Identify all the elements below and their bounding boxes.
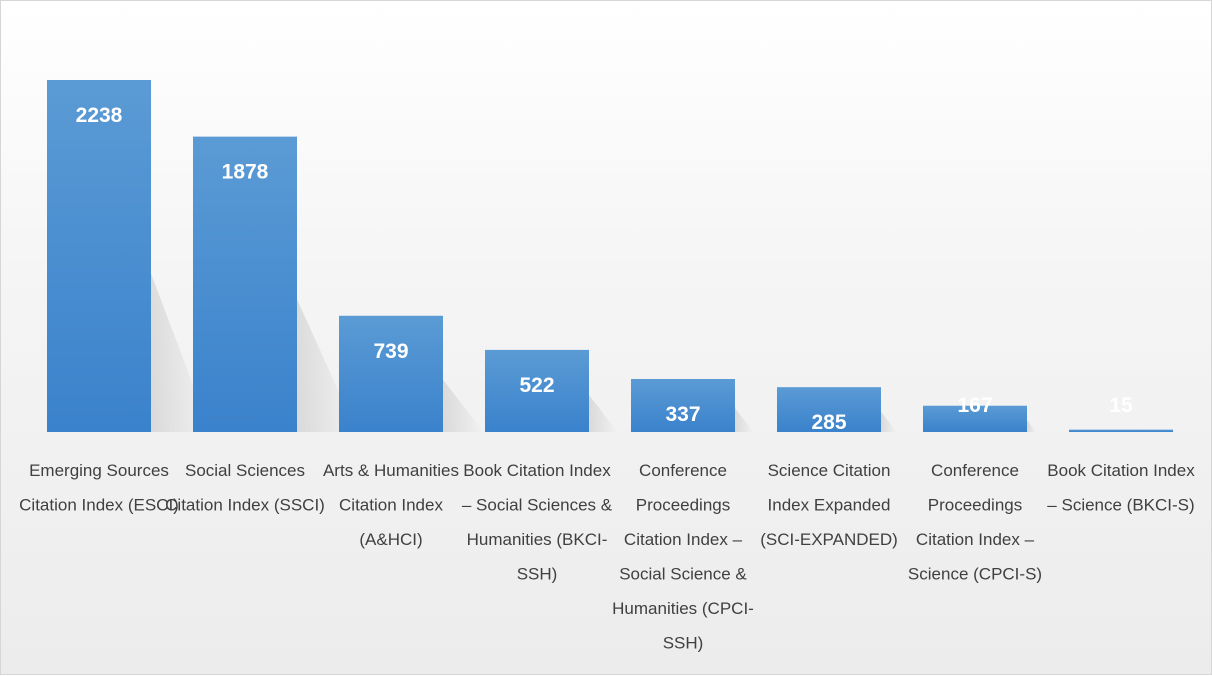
category-label-line: Science Citation <box>768 461 891 480</box>
category-label-book-citation-index-science-bkci-s: Book Citation Index – Science (BKCI-S) <box>1047 461 1195 515</box>
bar-shadows <box>151 273 1174 432</box>
category-label-line: Citation Index (ESCI) <box>19 496 179 515</box>
category-label-line: Index Expanded <box>768 496 891 515</box>
category-label-line: Citation Index <box>339 496 443 515</box>
bar-conference-proceedings-citation-index-so <box>631 378 735 432</box>
category-label-line: Emerging Sources <box>29 461 169 480</box>
category-label-line: Conference <box>639 461 727 480</box>
category-label-line: Humanities (BKCI- <box>467 530 608 549</box>
category-label-line: Citation Index (SSCI) <box>165 496 325 515</box>
category-label-line: Book Citation Index <box>1047 461 1195 480</box>
category-label-line: Humanities (CPCI- <box>612 599 754 618</box>
category-label-conference-proceedings-citation-index-sc: Conference Proceedings Citation Index – Sci… <box>908 461 1042 584</box>
value-label-science-citation-index-expanded-sci-expa: 285 <box>811 411 846 434</box>
category-label-line: SSH) <box>663 634 704 653</box>
category-label-emerging-sources-citation-index-esci: Emerging Sources Citation Index (ESCI) <box>19 461 179 515</box>
value-label-emerging-sources-citation-index-esci: 2238 <box>76 104 123 127</box>
category-label-line: (A&HCI) <box>359 530 422 549</box>
category-label-arts-humanities-citation-index-a-hci: Arts & Humanities Citation Index (A&HCI) <box>323 461 459 549</box>
bar-science-citation-index-expanded-sci-expa <box>777 387 881 432</box>
category-label-line: (SCI-EXPANDED) <box>760 530 898 549</box>
bar-shadow <box>589 395 618 432</box>
value-label-conference-proceedings-citation-index-sc: 167 <box>957 394 992 417</box>
bar-shadow <box>151 273 211 432</box>
bar-shadow <box>1027 420 1037 432</box>
bar-emerging-sources-citation-index-esci <box>47 80 151 432</box>
category-label-line: Book Citation Index <box>463 461 611 480</box>
bar-conference-proceedings-citation-index-sc <box>923 405 1027 432</box>
category-label-social-sciences-citation-index-ssci: Social Sciences Citation Index (SSCI) <box>165 461 325 515</box>
value-label-social-sciences-citation-index-ssci: 1878 <box>222 161 269 184</box>
category-label-line: Conference <box>931 461 1019 480</box>
category-label-science-citation-index-expanded-sci-expa: Science Citation Index Expanded (SCI-EXPAN… <box>760 461 898 549</box>
category-label-line: Social Sciences <box>185 461 305 480</box>
value-label-conference-proceedings-citation-index-so: 337 <box>665 403 700 426</box>
category-label-line: SSH) <box>517 565 558 584</box>
value-label-book-citation-index-social-sciences-huma: 522 <box>519 374 554 397</box>
bar-shadow <box>297 299 357 432</box>
value-label-arts-humanities-citation-index-a-hci: 739 <box>373 340 408 363</box>
category-label-book-citation-index-social-sciences-huma: Book Citation Index – Social Sciences & Hu… <box>462 461 613 584</box>
category-label-line: Arts & Humanities <box>323 461 459 480</box>
bar-shadow <box>1173 430 1174 432</box>
category-label-line: Social Science & <box>619 565 747 584</box>
bar-arts-humanities-citation-index-a-hci <box>339 315 443 432</box>
category-label-line: Proceedings <box>636 496 731 515</box>
bar-book-citation-index-social-sciences-huma <box>485 349 589 432</box>
bar-shadow <box>881 411 897 432</box>
category-label-line: – Social Sciences & <box>462 496 613 515</box>
category-label-line: Proceedings <box>928 496 1023 515</box>
category-label-line: Citation Index – <box>624 530 743 549</box>
bars-group <box>47 80 1173 432</box>
bar-social-sciences-citation-index-ssci <box>193 136 297 432</box>
bar-shadow <box>443 379 484 432</box>
category-label-line: Science (CPCI-S) <box>908 565 1042 584</box>
category-label-conference-proceedings-citation-index-so: Conference Proceedings Citation Index – Soc… <box>612 461 754 653</box>
category-label-line: – Science (BKCI-S) <box>1047 496 1194 515</box>
category-label-line: Citation Index – <box>916 530 1035 549</box>
bar-book-citation-index-science-bkci-s <box>1069 429 1173 432</box>
bar-shadow <box>735 408 754 432</box>
value-labels-group: 2238 1878 739 522 337 285 167 15 <box>76 104 1133 434</box>
category-labels-group: Emerging Sources Citation Index (ESCI)Soc… <box>19 461 1195 653</box>
value-label-book-citation-index-science-bkci-s: 15 <box>1109 394 1133 417</box>
